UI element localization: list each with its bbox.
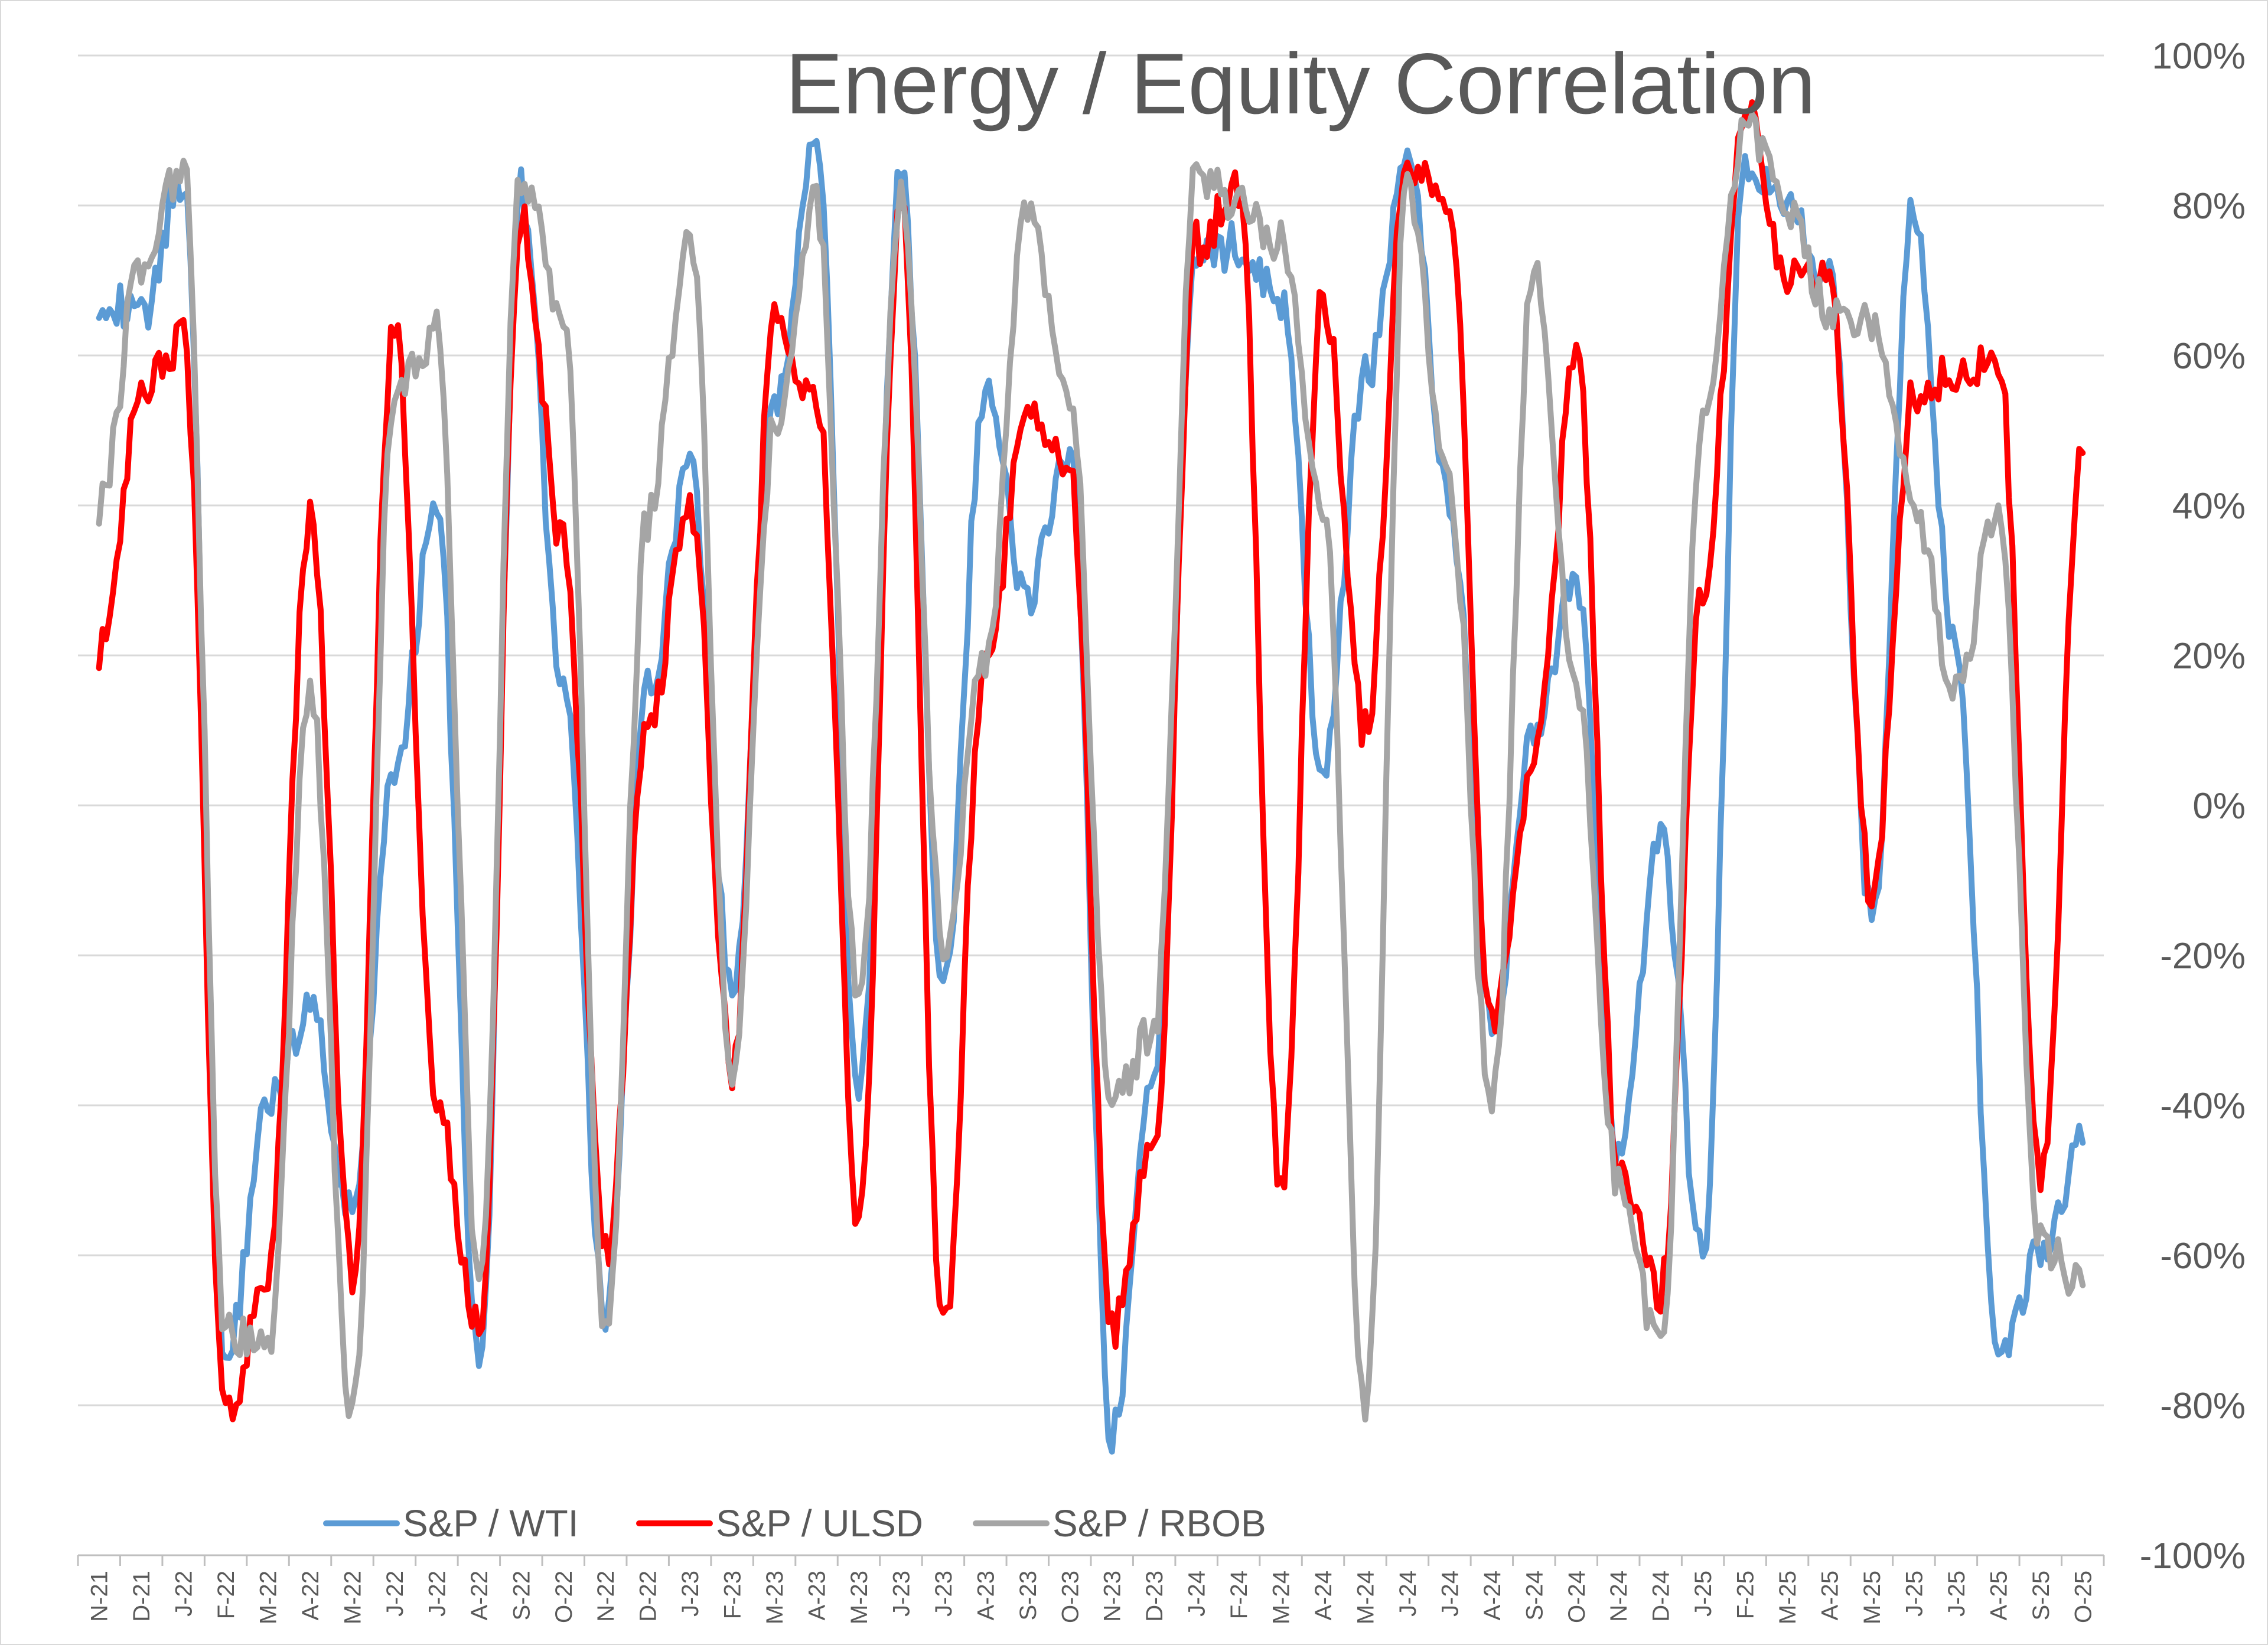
x-tick-label: J-24 [1437,1571,1463,1617]
x-tick-label: J-25 [1690,1571,1716,1617]
x-tick-label: J-23 [888,1571,914,1617]
legend-label: S&P / RBOB [1052,1502,1266,1545]
x-tick-label: S-22 [509,1571,535,1621]
x-tick-label: M-22 [340,1571,366,1624]
series-lines [96,99,2086,1455]
y-tick-label: 100% [2152,36,2246,77]
x-tick-label: M-23 [762,1571,788,1624]
x-tick-label: F-22 [213,1571,239,1619]
series-line-1 [96,99,2086,1422]
axes: 100% 80% 60% 40% 20% 0% -20% -40% -60% -80% -100% N… [77,36,2246,1624]
x-tick-label: A-23 [973,1571,999,1621]
x-tick-label: S-23 [1015,1571,1041,1621]
legend: S&P / WTI S&P / ULSD S&P / RBOB [323,1502,1266,1545]
x-tick-label: F-24 [1226,1571,1252,1619]
x-tick-label: D-21 [129,1571,155,1622]
x-tick-label: A-22 [298,1571,324,1621]
x-tick-label: M-24 [1353,1571,1379,1624]
x-tick-label: S-25 [2028,1571,2054,1621]
x-tick-label: M-23 [846,1571,872,1624]
x-tick-label: O-22 [551,1571,577,1623]
y-tick-label: 60% [2172,336,2246,377]
x-tick-label: D-23 [1142,1571,1168,1622]
y-tick-label: 40% [2172,486,2246,527]
x-tick-label: A-25 [1817,1571,1843,1621]
x-tick-label: J-22 [382,1571,408,1617]
x-tick-label: O-23 [1057,1571,1083,1623]
x-tick-label: M-25 [1859,1571,1885,1624]
x-tick-label: M-24 [1269,1571,1295,1624]
chart-title: Energy / Equity Correlation [786,35,1816,132]
x-tick-label: J-25 [1944,1571,1970,1617]
y-tick-label: -100% [2140,1536,2246,1577]
x-tick-label: J-23 [931,1571,957,1617]
x-tick-label: J-25 [1901,1571,1927,1617]
y-tick-label: 0% [2192,786,2246,827]
x-tick-label: A-23 [804,1571,830,1621]
x-tick-label: J-24 [1184,1571,1210,1617]
x-tick-label: J-24 [1395,1571,1421,1617]
x-tick-label: D-24 [1648,1571,1674,1622]
x-tick-label: A-22 [467,1571,493,1621]
x-tick-label: J-22 [171,1571,197,1617]
x-tick-label: O-24 [1564,1571,1590,1623]
x-tick-label: M-25 [1775,1571,1801,1624]
x-tick-label: N-24 [1606,1571,1632,1622]
x-tick-label: N-22 [593,1571,619,1622]
y-tick-label: -60% [2160,1236,2246,1277]
x-tick-label: F-23 [720,1571,746,1619]
y-tick-label: 20% [2172,636,2246,677]
x-tick-label: A-24 [1311,1571,1337,1621]
x-tick-label: D-22 [636,1571,662,1622]
y-tick-label: -80% [2160,1386,2246,1427]
legend-label: S&P / WTI [403,1502,579,1545]
series-line-2 [96,111,2086,1423]
legend-label: S&P / ULSD [716,1502,923,1545]
x-tick-label: N-21 [87,1571,113,1622]
x-tick-label: S-24 [1521,1571,1547,1621]
x-tick-label: M-22 [256,1571,282,1624]
x-tick-label: O-25 [2070,1571,2096,1623]
x-tick-label: J-22 [424,1571,450,1617]
y-tick-label: 80% [2172,186,2246,227]
x-tick-label: A-25 [1986,1571,2012,1621]
x-tick-label: J-23 [677,1571,703,1617]
y-tick-label: -20% [2160,936,2246,977]
x-tick-label: A-24 [1480,1571,1506,1621]
x-tick-label: F-25 [1733,1571,1759,1619]
y-tick-label: -40% [2160,1086,2246,1127]
x-tick-label: N-23 [1100,1571,1126,1622]
